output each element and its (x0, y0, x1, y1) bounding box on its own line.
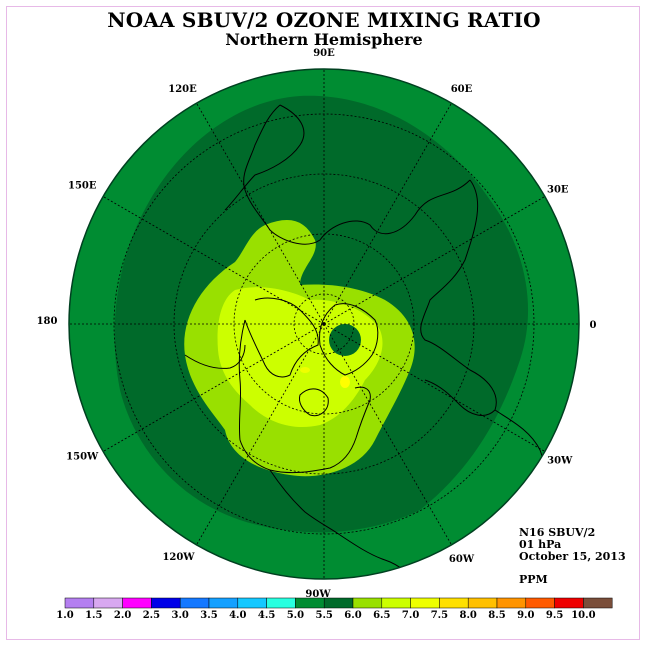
colorbar-swatch (496, 597, 527, 609)
meridian-line (323, 323, 452, 546)
longitude-label: 120W (162, 552, 195, 563)
colorbar-swatch (295, 597, 325, 609)
meridian-line (196, 323, 325, 546)
colorbar-swatch (467, 597, 498, 609)
graticule (69, 69, 579, 579)
colorbar-tick-label: 8.0 (459, 610, 476, 621)
coast-central-america (269, 469, 341, 536)
map-subtitle: Northern Hemisphere (225, 30, 423, 49)
colorbar-tick-label: 2.0 (114, 610, 131, 621)
colorbar-swatch (439, 597, 469, 609)
colorbar-swatch (151, 597, 181, 609)
colorbar-tick-label: 9.0 (517, 610, 534, 621)
colorbar-swatch (266, 597, 296, 609)
longitude-label: 60E (451, 84, 473, 95)
colorbar-tick-label: 7.5 (431, 610, 448, 621)
coast-hudson-bay (299, 388, 329, 417)
meridian-line (102, 323, 325, 452)
colorbar-tick-label: 2.5 (143, 610, 160, 621)
colorbar-swatch (554, 597, 584, 609)
colorbar-tick-label: 1.0 (56, 610, 73, 621)
map-disk-border (68, 68, 580, 580)
coast-eurasia-north (243, 104, 471, 245)
colorbar-tick-label: 5.0 (287, 610, 304, 621)
colorbar-swatch (122, 597, 152, 609)
colorbar-tick-label: 6.5 (373, 610, 390, 621)
colorbar-swatches (64, 597, 613, 609)
coast-alaska (184, 344, 246, 369)
colorbar-swatch (525, 597, 555, 609)
colorbar-tick-label: 3.0 (171, 610, 188, 621)
meridian-line (102, 196, 325, 325)
colorbar-swatch (352, 597, 383, 609)
figure-frame (6, 6, 640, 640)
ozone-peak-7-0 (300, 367, 310, 373)
longitude-label: 0 (590, 320, 597, 331)
longitude-label: 120E (168, 84, 197, 95)
colorbar-tick-label: 6.0 (344, 610, 361, 621)
meridian-line (196, 102, 325, 325)
longitude-label: 60W (449, 554, 475, 565)
colorbar-tick-label: 4.5 (258, 610, 275, 621)
longitude-label: 90E (313, 48, 335, 59)
pressure-level-label: 01 hPa (519, 538, 562, 551)
coast-north-america (238, 319, 371, 474)
longitude-labels: 90E 60E 30E 0 30W 60W 90W 120W 150W 180 150E 120E (37, 48, 597, 600)
coast-canada-arctic (244, 297, 319, 378)
coast-europe (420, 179, 497, 416)
colorbar-swatch (410, 597, 440, 609)
colorbar-swatch (179, 597, 210, 609)
colorbar-tick-label: 3.5 (200, 610, 217, 621)
colorbar-swatch (381, 597, 411, 609)
meridian-line (323, 323, 546, 452)
map-title: NOAA SBUV/2 OZONE MIXING RATIO (107, 8, 541, 32)
colorbar-tick-label: 7.0 (402, 610, 419, 621)
colorbar-swatch (237, 597, 267, 609)
colorbar-swatch (93, 597, 123, 609)
ozone-peak-7-5 (340, 376, 350, 388)
units-label: PPM (519, 573, 548, 586)
date-label: October 15, 2013 (519, 550, 626, 563)
colorbar-swatch (64, 597, 95, 609)
colorbar-tick-label: 1.5 (85, 610, 102, 621)
meridian-line (323, 102, 452, 325)
colorbar-swatch (323, 597, 354, 609)
longitude-label: 30E (547, 185, 569, 196)
coast-greenland (319, 303, 379, 376)
colorbar-tick-label: 10.0 (571, 610, 595, 621)
longitude-label: 30W (547, 456, 573, 467)
meridian-line (323, 196, 546, 325)
ozone-low-spot (329, 324, 361, 356)
satellite-label: N16 SBUV/2 (519, 526, 596, 539)
longitude-label: 150E (68, 181, 97, 192)
colorbar-swatch (583, 597, 613, 609)
coast-asia-east (224, 104, 305, 211)
colorbar-swatch (208, 597, 239, 609)
colorbar-tick-label: 4.0 (229, 610, 246, 621)
meridian-lines (69, 69, 579, 579)
longitude-label: 90W (305, 589, 331, 600)
colorbar-tick-label: 9.5 (546, 610, 563, 621)
colorbar-tick-labels: 1.0 1.5 2.0 2.5 3.0 3.5 4.0 4.5 5.0 5.5 6.0 6.5 7.0 7… (56, 610, 595, 621)
longitude-label: 180 (37, 316, 58, 327)
colorbar-tick-label: 5.5 (315, 610, 332, 621)
longitude-label: 150W (66, 452, 99, 463)
colorbar: 1.0 1.5 2.0 2.5 3.0 3.5 4.0 4.5 5.0 5.5 6.0 6.5 7.0 7… (56, 597, 613, 621)
colorbar-tick-label: 8.5 (488, 610, 505, 621)
